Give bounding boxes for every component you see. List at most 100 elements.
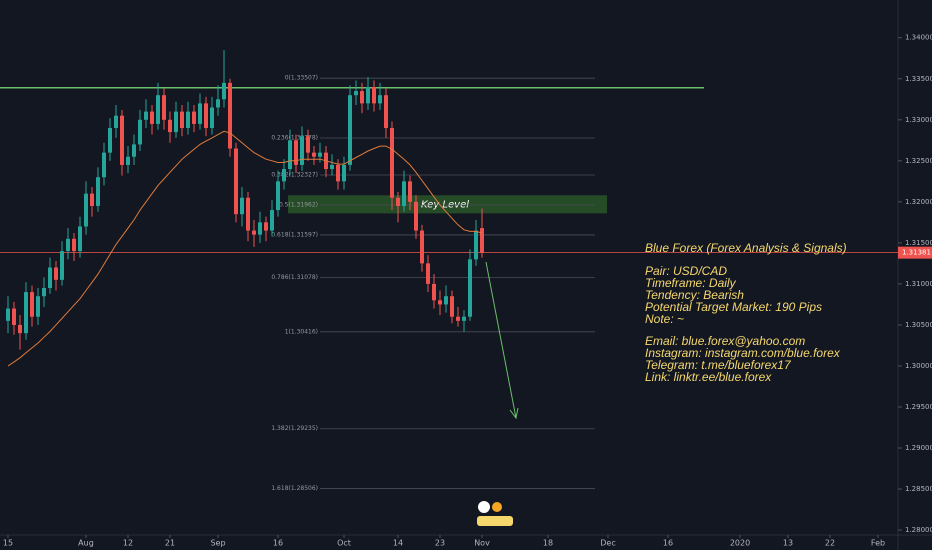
- candle-body: [450, 296, 454, 317]
- x-tick-label: Feb: [871, 539, 885, 548]
- x-tick-label: 16: [273, 539, 283, 548]
- candle-body: [47, 267, 52, 289]
- candle-body: [143, 111, 148, 120]
- x-tick-label: Sep: [210, 539, 225, 548]
- candle-body: [53, 267, 58, 280]
- candle-body: [401, 181, 406, 206]
- moving-average: [7, 130, 483, 367]
- fib-label: 0.786(1.31078): [271, 274, 318, 281]
- candle-body: [137, 119, 142, 145]
- forecast-arrow: [485, 261, 517, 419]
- y-tick-label: 1.31500: [905, 239, 932, 247]
- candle-body: [269, 210, 274, 231]
- y-tick-label: 1.34000: [905, 34, 932, 42]
- annotation-line: Tendency: Bearish: [645, 288, 744, 302]
- x-tick-label: 16: [663, 539, 673, 548]
- candle-body: [462, 316, 467, 321]
- candle-body: [431, 283, 436, 301]
- y-tick-label: 1.30500: [905, 321, 932, 329]
- candle-body: [317, 152, 322, 157]
- candle-body: [65, 238, 70, 252]
- candle-body: [161, 95, 166, 120]
- annotation-line: Telegram: t.me/blueforex17: [645, 358, 792, 372]
- candle-body: [293, 140, 298, 165]
- candle-body: [407, 181, 412, 202]
- candle-body: [468, 259, 473, 317]
- candle-body: [95, 177, 100, 206]
- candle-body: [359, 91, 364, 104]
- candle-body: [101, 152, 106, 178]
- candle-body: [456, 316, 461, 321]
- candle-body: [83, 193, 88, 227]
- y-tick-label: 1.29000: [905, 444, 932, 452]
- annotation-line: Potential Target Market: 190 Pips: [645, 300, 822, 314]
- candle-body: [413, 201, 418, 231]
- x-tick-label: 14: [393, 539, 403, 548]
- fib-label: 0.382(1.32327): [271, 172, 318, 179]
- candle-body: [389, 128, 394, 198]
- candle-body: [149, 111, 154, 124]
- x-tick-label: 2020: [730, 539, 750, 548]
- candle-body: [233, 148, 238, 215]
- key-level-zone: [288, 195, 607, 214]
- x-tick-label: Oct: [337, 539, 351, 548]
- candle-body: [263, 222, 268, 231]
- x-tick-label: Dec: [600, 539, 615, 548]
- candle-body: [425, 263, 430, 284]
- candle-body: [5, 308, 10, 321]
- candle-body: [257, 222, 262, 235]
- candle-body: [107, 128, 112, 153]
- fib-label: 1.382(1.29235): [271, 425, 318, 432]
- annotation-line: Pair: USD/CAD: [645, 264, 727, 278]
- annotation-line: Email: blue.forex@yahoo.com: [645, 334, 805, 348]
- candle-body: [77, 226, 82, 252]
- candle-body: [185, 111, 190, 129]
- fib-label: 0.236(1.32778): [271, 135, 318, 142]
- candle-body: [395, 197, 400, 206]
- candle-body: [245, 197, 250, 231]
- candle-body: [113, 115, 118, 129]
- candle-body: [167, 119, 172, 133]
- candle-body: [377, 95, 382, 104]
- forecast-arrow-head: [509, 407, 519, 420]
- candle-body: [335, 164, 340, 182]
- fib-label: 1(1.30416): [285, 328, 318, 335]
- candle-body: [155, 95, 160, 124]
- candle-body: [23, 292, 28, 334]
- candle-body: [383, 95, 388, 129]
- candle-body: [203, 103, 208, 129]
- fib-label: 0(1.33507): [285, 75, 318, 82]
- candle-body: [287, 140, 292, 170]
- x-tick-label: Nov: [474, 539, 490, 548]
- candle-body: [173, 111, 178, 133]
- annotation-line: Blue Forex (Forex Analysis & Signals): [645, 241, 847, 255]
- candle-body: [17, 324, 22, 334]
- x-tick-label: 12: [123, 539, 133, 548]
- x-tick-label: Aug: [78, 539, 94, 548]
- annotation-line: Timeframe: Daily: [645, 276, 737, 290]
- x-tick-label: 21: [165, 539, 175, 548]
- candle-body: [227, 82, 232, 149]
- candle-body: [221, 82, 226, 100]
- annotation-line: Note: ~: [645, 312, 684, 326]
- candle-body: [299, 136, 304, 165]
- candle-body: [119, 115, 124, 165]
- candle-body: [444, 296, 448, 305]
- fib-label: 1.618(1.28506): [271, 485, 318, 492]
- candle-body: [131, 144, 136, 157]
- candle-body: [347, 95, 352, 165]
- candle-body: [311, 152, 316, 157]
- candle-body: [341, 164, 346, 182]
- candle-body: [71, 238, 76, 252]
- candle-body: [209, 107, 214, 129]
- x-tick-label: 15: [3, 539, 13, 548]
- y-tick-label: 1.33500: [905, 75, 932, 83]
- candle-body: [59, 251, 64, 280]
- candle-body: [239, 197, 244, 215]
- candle-body: [125, 156, 130, 165]
- candle-body: [353, 91, 358, 96]
- candle-body: [480, 228, 485, 253]
- candle-body: [191, 111, 196, 124]
